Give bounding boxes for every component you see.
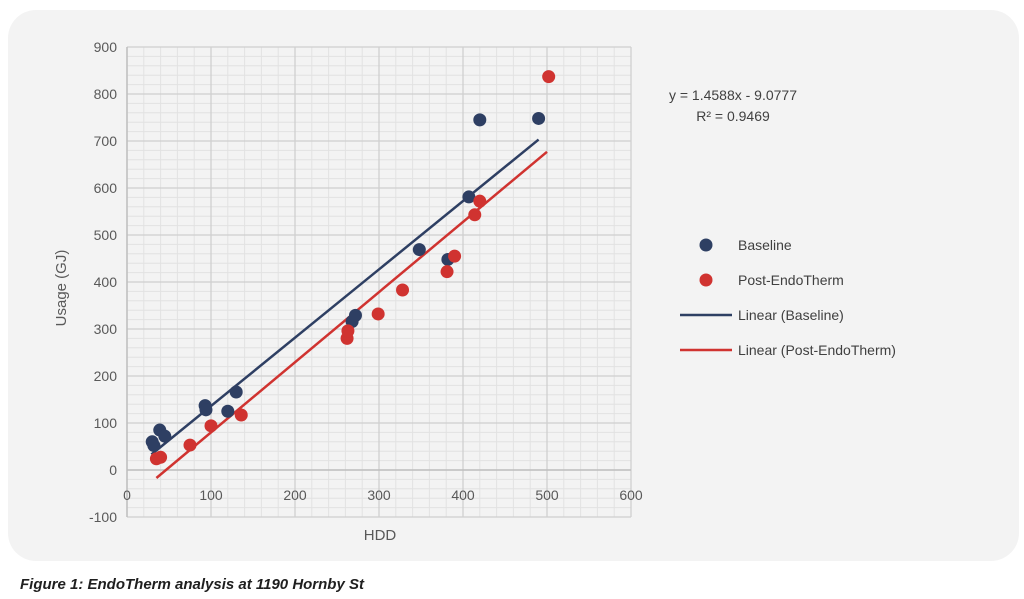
x-tick-label: 300 [367,487,391,503]
y-tick-label: 900 [94,39,118,55]
data-point [348,308,362,322]
data-point [234,408,248,422]
data-point [440,265,454,279]
major-gridlines [127,46,632,518]
data-point [158,429,172,443]
trendline-equation: y = 1.4588x - 9.0777 [669,87,797,103]
x-axis-title: HDD [364,527,397,544]
x-tick-label: 500 [535,487,559,503]
data-point [448,249,462,263]
x-tick-label: 100 [199,487,223,503]
x-tick-label: 600 [619,487,643,503]
figure-caption: Figure 1: EndoTherm analysis at 1190 Hor… [20,576,364,593]
data-point [221,404,235,418]
y-tick-label: 700 [94,133,118,149]
legend-marker [699,273,713,287]
y-tick-label: 100 [94,415,118,431]
legend: Baseline Post-EndoTherm Linear (Baseline) L… [680,237,896,358]
legend-label: Baseline [738,237,792,253]
data-point [199,403,213,417]
data-point [183,438,197,452]
data-point [147,439,161,453]
data-point [473,194,487,208]
y-tick-label: 800 [94,86,118,102]
data-point [371,307,385,321]
trendline-r-squared: R² = 0.9469 [696,108,770,124]
y-tick-label: -100 [89,509,117,525]
x-tick-label: 0 [123,487,131,503]
y-axis-title: Usage (GJ) [53,250,70,327]
data-point [473,113,487,127]
data-point [532,111,546,125]
data-point [468,208,482,222]
data-point [412,243,426,257]
y-tick-label: 300 [94,321,118,337]
tick-labels: -100 0 100 200 300 400 500 600 700 800 900 0 100 200 3… [89,39,643,525]
legend-label: Linear (Baseline) [738,307,844,323]
data-point [204,419,218,433]
y-tick-label: 200 [94,368,118,384]
legend-label: Post-EndoTherm [738,272,844,288]
legend-marker [699,238,713,252]
legend-label: Linear (Post-EndoTherm) [738,342,896,358]
data-points [145,70,556,466]
x-tick-label: 200 [283,487,307,503]
data-point [341,324,355,338]
x-tick-label: 400 [451,487,475,503]
data-point [462,190,476,204]
data-point [154,450,168,464]
y-tick-label: 500 [94,227,118,243]
y-tick-label: 400 [94,274,118,290]
axes [126,47,631,517]
data-point [229,385,243,399]
trendline [150,138,540,456]
data-point [396,283,410,297]
y-tick-label: 600 [94,180,118,196]
data-point [542,70,556,84]
y-tick-label: 0 [109,462,117,478]
